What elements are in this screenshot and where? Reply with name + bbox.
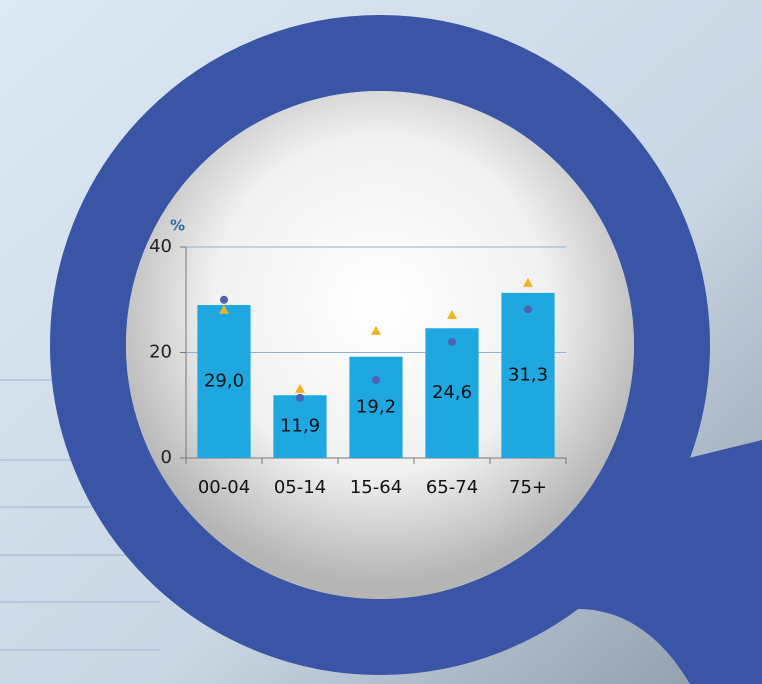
y-tick-label: 20 bbox=[149, 342, 172, 363]
magnifier-lens bbox=[126, 91, 634, 599]
bar bbox=[425, 328, 479, 458]
magnifier-handle bbox=[560, 440, 762, 684]
value-label: 11,9 bbox=[280, 416, 320, 437]
triangle-marker bbox=[523, 277, 533, 287]
x-tick-label: 75+ bbox=[509, 477, 547, 498]
y-tick-label: 0 bbox=[161, 447, 172, 468]
x-tick-label: 65-74 bbox=[426, 477, 478, 498]
bar bbox=[273, 395, 327, 458]
dot-marker bbox=[296, 393, 304, 402]
triangle-marker bbox=[371, 325, 381, 335]
bar bbox=[197, 305, 251, 458]
value-label: 24,6 bbox=[432, 382, 472, 403]
y-axis-label: % bbox=[170, 217, 185, 235]
dot-marker bbox=[372, 375, 380, 384]
value-label: 29,0 bbox=[204, 371, 244, 392]
dot-marker bbox=[524, 305, 532, 314]
x-tick-label: 05-14 bbox=[274, 477, 326, 498]
bar bbox=[349, 356, 403, 458]
bar bbox=[501, 292, 555, 458]
y-tick-label: 40 bbox=[149, 236, 172, 257]
triangle-marker bbox=[219, 304, 229, 314]
dot-marker bbox=[448, 337, 456, 346]
value-label: 31,3 bbox=[508, 364, 548, 385]
triangle-marker bbox=[447, 310, 457, 320]
magnifier-ring bbox=[50, 15, 710, 675]
x-tick-label: 15-64 bbox=[350, 477, 402, 498]
triangle-marker bbox=[295, 383, 305, 393]
x-tick-label: 00-04 bbox=[198, 477, 250, 498]
dot-marker bbox=[220, 295, 228, 304]
value-label: 19,2 bbox=[356, 396, 396, 417]
